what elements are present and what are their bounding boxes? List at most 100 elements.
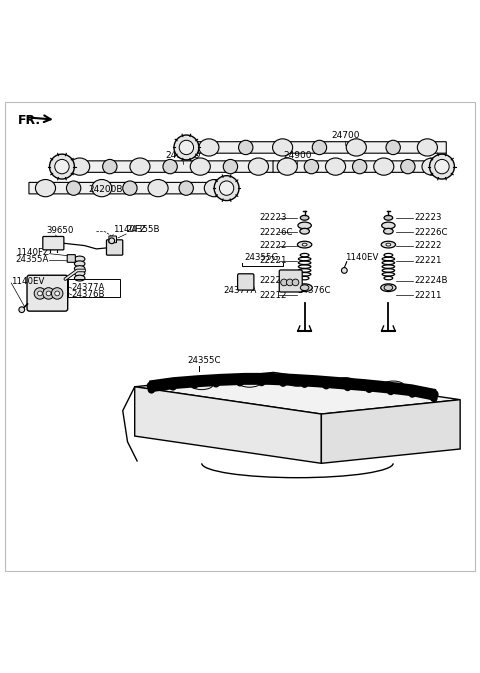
Circle shape	[300, 376, 310, 385]
Text: 22221: 22221	[259, 256, 287, 265]
Text: 22223: 22223	[259, 213, 287, 222]
Ellipse shape	[273, 139, 293, 156]
Ellipse shape	[381, 241, 396, 248]
Ellipse shape	[401, 160, 415, 174]
Text: 22221: 22221	[415, 256, 442, 265]
Text: 22224B: 22224B	[259, 277, 293, 285]
Circle shape	[211, 375, 221, 385]
Text: FR.: FR.	[17, 114, 41, 127]
FancyBboxPatch shape	[29, 182, 231, 194]
Text: 22223: 22223	[415, 213, 442, 222]
Circle shape	[212, 380, 220, 388]
Circle shape	[43, 287, 54, 299]
Ellipse shape	[214, 176, 239, 201]
Ellipse shape	[352, 160, 367, 174]
Ellipse shape	[286, 376, 309, 386]
Text: 1140EV: 1140EV	[11, 277, 45, 286]
Circle shape	[19, 307, 24, 312]
FancyBboxPatch shape	[27, 275, 68, 311]
Circle shape	[37, 291, 42, 296]
Ellipse shape	[312, 140, 326, 155]
Circle shape	[281, 279, 288, 286]
Text: 24376C: 24376C	[298, 286, 331, 295]
Text: 24377A: 24377A	[72, 283, 105, 291]
Text: 22211: 22211	[415, 291, 442, 300]
Text: 24200B: 24200B	[89, 185, 123, 194]
Ellipse shape	[123, 181, 137, 195]
FancyBboxPatch shape	[109, 236, 117, 243]
Circle shape	[386, 383, 396, 392]
Ellipse shape	[179, 181, 193, 195]
Ellipse shape	[74, 261, 85, 267]
Text: 1140EV: 1140EV	[345, 253, 379, 262]
Circle shape	[292, 279, 299, 286]
Circle shape	[430, 394, 438, 402]
Ellipse shape	[238, 377, 261, 387]
Circle shape	[147, 381, 156, 391]
Circle shape	[344, 384, 351, 391]
Ellipse shape	[300, 285, 309, 291]
Ellipse shape	[70, 158, 90, 175]
Ellipse shape	[298, 222, 312, 229]
Ellipse shape	[74, 266, 85, 271]
Ellipse shape	[300, 228, 310, 234]
Text: 24100D: 24100D	[165, 151, 200, 160]
Text: 24700: 24700	[331, 131, 360, 140]
Ellipse shape	[130, 158, 150, 175]
FancyBboxPatch shape	[67, 254, 75, 262]
Ellipse shape	[346, 139, 366, 156]
Polygon shape	[135, 387, 322, 463]
Circle shape	[109, 238, 115, 244]
FancyBboxPatch shape	[279, 270, 302, 292]
Circle shape	[343, 379, 352, 388]
Ellipse shape	[190, 379, 213, 390]
Circle shape	[364, 380, 374, 390]
Ellipse shape	[74, 275, 85, 281]
Text: 39650: 39650	[46, 225, 73, 235]
Ellipse shape	[304, 160, 319, 174]
Ellipse shape	[422, 158, 442, 175]
Ellipse shape	[386, 243, 391, 246]
Ellipse shape	[384, 285, 393, 291]
Ellipse shape	[384, 215, 393, 220]
Ellipse shape	[49, 154, 74, 179]
Ellipse shape	[92, 180, 112, 197]
Ellipse shape	[334, 378, 357, 388]
Ellipse shape	[382, 222, 395, 229]
FancyBboxPatch shape	[238, 274, 254, 290]
Ellipse shape	[36, 180, 56, 197]
Text: 22222: 22222	[415, 241, 442, 250]
Ellipse shape	[163, 160, 177, 174]
Circle shape	[168, 378, 178, 388]
Text: 1140FZ: 1140FZ	[16, 248, 48, 257]
Text: 22212: 22212	[259, 291, 287, 300]
Ellipse shape	[386, 140, 400, 155]
Ellipse shape	[302, 243, 307, 246]
Ellipse shape	[199, 139, 219, 156]
Ellipse shape	[66, 181, 81, 195]
Circle shape	[258, 379, 265, 386]
Ellipse shape	[417, 139, 437, 156]
Ellipse shape	[148, 180, 168, 197]
Circle shape	[257, 374, 266, 384]
Circle shape	[34, 287, 46, 299]
Circle shape	[287, 279, 293, 286]
Circle shape	[278, 374, 288, 384]
Ellipse shape	[179, 140, 193, 155]
Circle shape	[301, 380, 309, 388]
Ellipse shape	[204, 180, 224, 197]
Circle shape	[46, 291, 51, 296]
Ellipse shape	[374, 158, 394, 175]
Ellipse shape	[190, 158, 210, 175]
Text: 24376B: 24376B	[72, 290, 105, 299]
Ellipse shape	[384, 228, 393, 234]
Ellipse shape	[174, 135, 199, 160]
Text: 24355C: 24355C	[187, 356, 221, 365]
Circle shape	[322, 377, 331, 386]
Polygon shape	[135, 372, 460, 414]
Ellipse shape	[239, 140, 253, 155]
Ellipse shape	[103, 160, 117, 174]
Polygon shape	[322, 400, 460, 463]
Ellipse shape	[298, 241, 312, 248]
Circle shape	[51, 287, 63, 299]
